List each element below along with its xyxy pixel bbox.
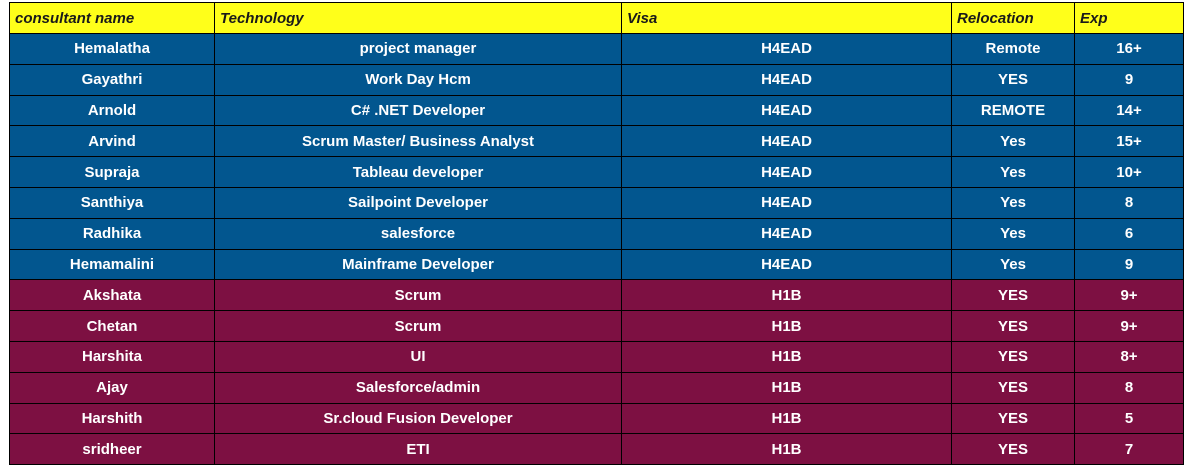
cell-relocation: YES bbox=[951, 279, 1075, 312]
cell-exp: 9 bbox=[1074, 63, 1184, 96]
table-row: Gayathri Work Day Hcm H4EAD YES 9 bbox=[9, 63, 1184, 96]
cell-consultant-name: Akshata bbox=[9, 279, 215, 312]
cell-technology: Salesforce/admin bbox=[214, 371, 622, 404]
cell-relocation: YES bbox=[951, 63, 1075, 96]
header-relocation: Relocation bbox=[951, 2, 1075, 34]
table-row: Hemalatha project manager H4EAD Remote 16+ bbox=[9, 33, 1184, 65]
cell-relocation: Remote bbox=[951, 33, 1075, 65]
cell-consultant-name: Chetan bbox=[9, 310, 215, 342]
table-row: Harshita UI H1B YES 8+ bbox=[9, 340, 1184, 373]
cell-consultant-name: Arvind bbox=[9, 125, 215, 158]
cell-technology: Scrum bbox=[214, 310, 622, 342]
cell-visa: H1B bbox=[621, 433, 952, 466]
cell-relocation: REMOTE bbox=[951, 94, 1075, 127]
table-row: sridheer ETI H1B YES 7 bbox=[9, 433, 1184, 466]
cell-technology: salesforce bbox=[214, 217, 622, 250]
cell-technology: UI bbox=[214, 340, 622, 373]
cell-relocation: Yes bbox=[951, 248, 1075, 281]
cell-exp: 16+ bbox=[1074, 33, 1184, 65]
table-row: Ajay Salesforce/admin H1B YES 8 bbox=[9, 371, 1184, 404]
cell-relocation: YES bbox=[951, 433, 1075, 466]
cell-relocation: YES bbox=[951, 310, 1075, 342]
cell-consultant-name: Harshita bbox=[9, 340, 215, 373]
cell-relocation: YES bbox=[951, 402, 1075, 435]
cell-visa: H4EAD bbox=[621, 63, 952, 96]
table-row: Hemamalini Mainframe Developer H4EAD Yes 9 bbox=[9, 248, 1184, 281]
cell-relocation: YES bbox=[951, 371, 1075, 404]
cell-consultant-name: Radhika bbox=[9, 217, 215, 250]
cell-exp: 15+ bbox=[1074, 125, 1184, 158]
table-row: Chetan Scrum H1B YES 9+ bbox=[9, 310, 1184, 342]
table-row: Arvind Scrum Master/ Business Analyst H4EA… bbox=[9, 125, 1184, 158]
cell-exp: 8+ bbox=[1074, 340, 1184, 373]
cell-technology: Work Day Hcm bbox=[214, 63, 622, 96]
cell-exp: 10+ bbox=[1074, 156, 1184, 188]
header-visa: Visa bbox=[621, 2, 952, 34]
cell-technology: Scrum bbox=[214, 279, 622, 312]
cell-relocation: YES bbox=[951, 340, 1075, 373]
header-consultant-name: consultant name bbox=[9, 2, 215, 34]
cell-technology: Sr.cloud Fusion Developer bbox=[214, 402, 622, 435]
cell-visa: H4EAD bbox=[621, 125, 952, 158]
cell-exp: 9 bbox=[1074, 248, 1184, 281]
cell-technology: Mainframe Developer bbox=[214, 248, 622, 281]
cell-visa: H4EAD bbox=[621, 94, 952, 127]
cell-visa: H4EAD bbox=[621, 217, 952, 250]
header-technology: Technology bbox=[214, 2, 622, 34]
cell-exp: 5 bbox=[1074, 402, 1184, 435]
cell-exp: 14+ bbox=[1074, 94, 1184, 127]
header-exp: Exp bbox=[1074, 2, 1184, 34]
table-row: Arnold C# .NET Developer H4EAD REMOTE 14+ bbox=[9, 94, 1184, 127]
cell-visa: H1B bbox=[621, 340, 952, 373]
cell-consultant-name: Santhiya bbox=[9, 186, 215, 219]
cell-relocation: Yes bbox=[951, 217, 1075, 250]
cell-exp: 6 bbox=[1074, 217, 1184, 250]
cell-visa: H4EAD bbox=[621, 248, 952, 281]
cell-consultant-name: Hemamalini bbox=[9, 248, 215, 281]
cell-relocation: Yes bbox=[951, 125, 1075, 158]
cell-exp: 8 bbox=[1074, 371, 1184, 404]
header-row: consultant name Technology Visa Relocati… bbox=[9, 2, 1184, 34]
cell-visa: H1B bbox=[621, 279, 952, 312]
cell-visa: H4EAD bbox=[621, 186, 952, 219]
table-row: Akshata Scrum H1B YES 9+ bbox=[9, 279, 1184, 312]
cell-consultant-name: Hemalatha bbox=[9, 33, 215, 65]
cell-exp: 7 bbox=[1074, 433, 1184, 466]
cell-relocation: Yes bbox=[951, 156, 1075, 188]
consultant-table: consultant name Technology Visa Relocati… bbox=[9, 2, 1184, 466]
cell-visa: H1B bbox=[621, 371, 952, 404]
cell-technology: Scrum Master/ Business Analyst bbox=[214, 125, 622, 158]
table-row: Supraja Tableau developer H4EAD Yes 10+ bbox=[9, 156, 1184, 188]
cell-technology: ETI bbox=[214, 433, 622, 466]
cell-visa: H1B bbox=[621, 402, 952, 435]
cell-technology: project manager bbox=[214, 33, 622, 65]
cell-visa: H4EAD bbox=[621, 33, 952, 65]
cell-consultant-name: sridheer bbox=[9, 433, 215, 466]
table-row: Radhika salesforce H4EAD Yes 6 bbox=[9, 217, 1184, 250]
cell-technology: C# .NET Developer bbox=[214, 94, 622, 127]
cell-consultant-name: Harshith bbox=[9, 402, 215, 435]
cell-consultant-name: Gayathri bbox=[9, 63, 215, 96]
table-row: Harshith Sr.cloud Fusion Developer H1B YES 5 bbox=[9, 402, 1184, 435]
cell-consultant-name: Ajay bbox=[9, 371, 215, 404]
cell-visa: H1B bbox=[621, 310, 952, 342]
cell-technology: Tableau developer bbox=[214, 156, 622, 188]
cell-technology: Sailpoint Developer bbox=[214, 186, 622, 219]
cell-exp: 9+ bbox=[1074, 279, 1184, 312]
cell-exp: 8 bbox=[1074, 186, 1184, 219]
cell-relocation: Yes bbox=[951, 186, 1075, 219]
cell-consultant-name: Supraja bbox=[9, 156, 215, 188]
cell-exp: 9+ bbox=[1074, 310, 1184, 342]
cell-consultant-name: Arnold bbox=[9, 94, 215, 127]
cell-visa: H4EAD bbox=[621, 156, 952, 188]
table-row: Santhiya Sailpoint Developer H4EAD Yes 8 bbox=[9, 186, 1184, 219]
